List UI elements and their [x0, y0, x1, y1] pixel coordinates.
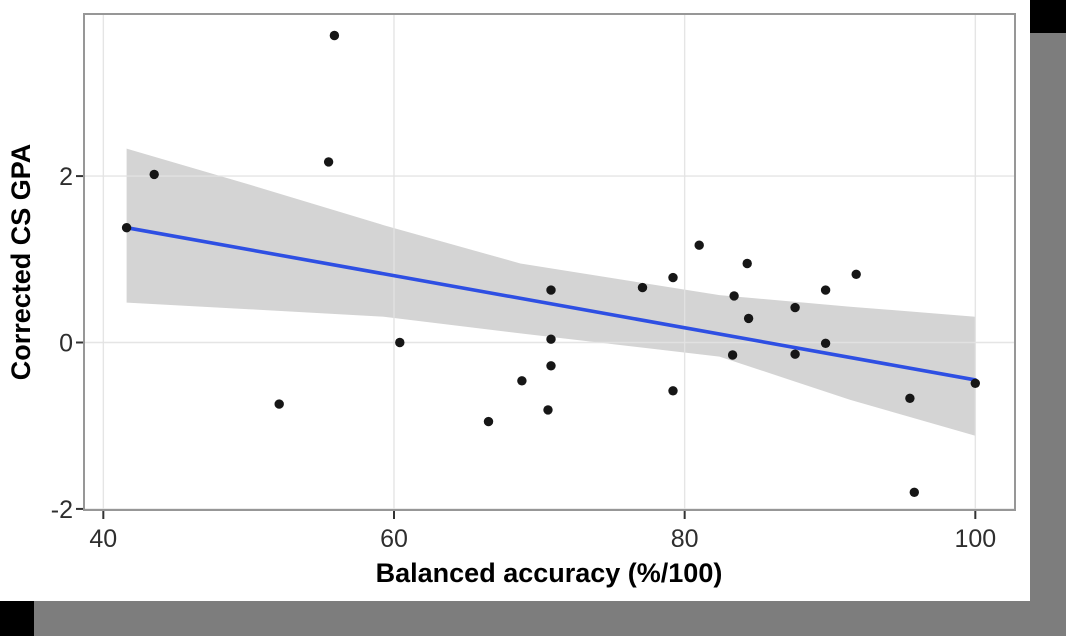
scatter-point	[395, 337, 405, 348]
scatter-point	[790, 302, 800, 313]
x-tick-label: 40	[89, 525, 117, 553]
scatter-point	[149, 169, 159, 180]
y-tick-label: -2	[51, 496, 73, 524]
right-frame-bar	[1030, 0, 1066, 636]
scatter-point	[546, 285, 556, 295]
x-axis-tick-labels: 40 60 80 100	[89, 525, 996, 553]
scatter-point	[820, 285, 831, 295]
bottom-left-corner-block	[0, 601, 34, 636]
scatter-points	[121, 30, 980, 497]
panel-border	[83, 13, 1016, 511]
scatter-point	[820, 338, 831, 348]
scatter-point	[694, 240, 704, 250]
top-right-corner-block	[1030, 0, 1066, 33]
y-tick-label: 0	[59, 330, 73, 358]
y-tick-label: 2	[59, 163, 73, 191]
scatter-point	[543, 405, 553, 415]
regression-line-segment	[124, 225, 978, 382]
scatter-point	[121, 223, 132, 233]
scatter-point	[637, 282, 648, 293]
x-tick-label: 60	[380, 525, 408, 553]
gridlines	[84, 14, 1015, 510]
x-tick-label: 80	[671, 525, 699, 553]
y-axis-tick-labels: 2 0 -2	[51, 163, 73, 524]
scatter-point	[274, 399, 284, 409]
scatter-point	[483, 416, 494, 427]
scatter-point	[851, 269, 861, 279]
scatter-point	[905, 393, 915, 403]
scatter-point	[668, 386, 678, 396]
y-axis-title: Corrected CS GPA	[6, 144, 36, 381]
scatter-point	[546, 361, 556, 371]
scatter-point	[909, 487, 919, 497]
scatter-point	[729, 291, 739, 301]
scatter-point	[668, 272, 678, 283]
regression-line	[124, 225, 978, 382]
y-axis-ticks	[76, 175, 83, 510]
scatter-point	[517, 376, 527, 386]
scatter-point	[329, 30, 340, 41]
x-axis-title: Balanced accuracy (%/100)	[376, 558, 723, 588]
scatter-point	[790, 349, 800, 359]
scatter-point	[323, 157, 334, 167]
x-tick-label: 100	[954, 525, 996, 553]
scatter-point	[970, 378, 980, 388]
bottom-frame-bar	[0, 601, 1066, 636]
scatter-point	[546, 334, 556, 344]
scatter-point	[742, 258, 752, 269]
x-axis-ticks	[102, 511, 977, 519]
scatter-point	[743, 313, 754, 324]
scatter-point	[727, 350, 738, 360]
